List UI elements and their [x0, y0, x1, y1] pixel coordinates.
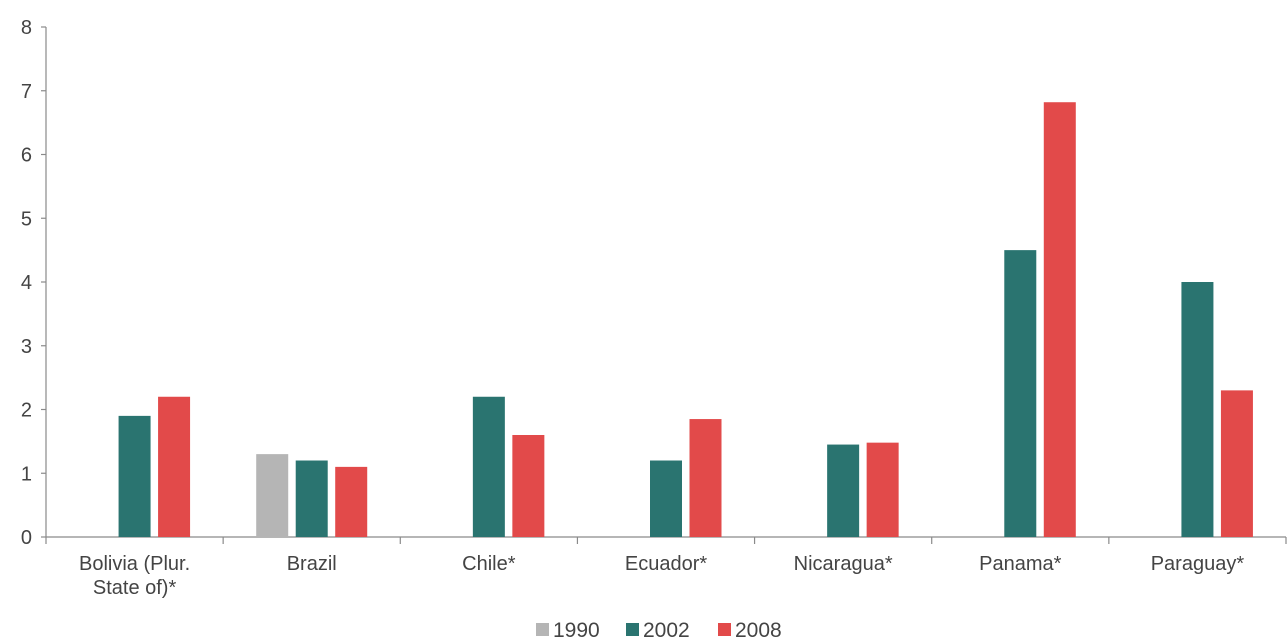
y-tick-label: 0 [21, 527, 32, 549]
bar-2008-6 [1220, 390, 1253, 537]
x-tick-labels: Bolivia (Plur.State of)* Brazil Chile* Ecua… [79, 553, 1244, 599]
bar-2008-1 [335, 466, 368, 537]
y-tick-label: 4 [21, 272, 32, 294]
bar-2008-5 [1043, 102, 1076, 537]
bar-1990-1 [256, 454, 289, 537]
bar-2002-4 [827, 444, 860, 537]
x-tick-label: State of)* [93, 577, 177, 599]
legend-swatch-2002 [626, 623, 639, 636]
bar-2002-6 [1181, 282, 1214, 537]
bar-2008-2 [512, 435, 545, 537]
legend-label-2002: 2002 [643, 619, 690, 639]
legend-label-2008: 2008 [735, 619, 782, 639]
legend: 1990 2002 2008 [536, 619, 782, 639]
x-tick-label: Brazil [287, 553, 337, 575]
bar-2008-0 [158, 396, 191, 537]
x-tick-label: Panama* [979, 553, 1061, 575]
y-tick-label: 2 [21, 400, 32, 422]
x-tick-label: Ecuador* [625, 553, 707, 575]
x-tick-label: Paraguay* [1151, 553, 1245, 575]
bar-2008-4 [866, 442, 899, 537]
y-tick-label: 7 [21, 81, 32, 103]
bar-2002-5 [1004, 250, 1037, 537]
bar-2008-3 [689, 419, 722, 537]
x-tick-label: Bolivia (Plur. [79, 553, 190, 575]
bar-2002-0 [118, 415, 151, 537]
y-tick-label: 1 [21, 463, 32, 485]
bar-2002-3 [650, 460, 682, 537]
bars [118, 102, 1253, 537]
legend-label-1990: 1990 [553, 619, 600, 639]
y-tick-label: 3 [21, 336, 32, 358]
axes: 0 1 2 3 4 5 6 7 8 [21, 17, 1287, 549]
bar-2002-2 [472, 396, 505, 537]
x-tick-label: Chile* [462, 553, 516, 575]
y-tick-label: 6 [21, 145, 32, 167]
legend-swatch-2008 [718, 623, 731, 636]
y-tick-label: 5 [21, 208, 32, 230]
legend-swatch-1990 [536, 623, 549, 636]
bar-2002-1 [295, 460, 328, 537]
x-tick-label: Nicaragua* [794, 553, 893, 575]
y-tick-label: 8 [21, 17, 32, 39]
